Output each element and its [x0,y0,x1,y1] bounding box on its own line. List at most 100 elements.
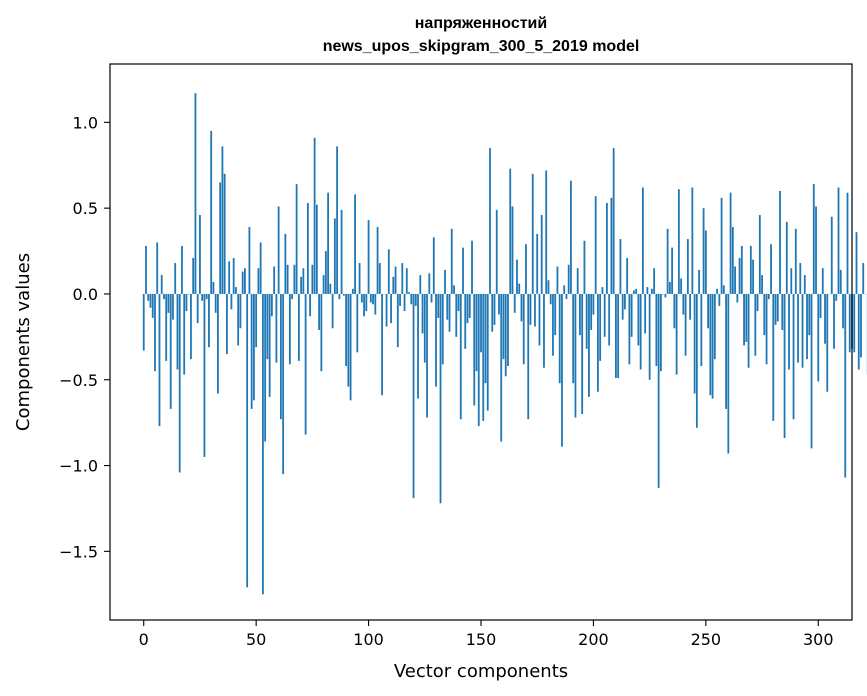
bar-75 [311,264,314,294]
bar-146 [471,240,473,294]
bar-82 [327,192,329,294]
bar-128 [430,293,433,303]
bar-244 [691,187,694,294]
bar-64 [286,264,289,294]
bar-60 [277,206,280,294]
bar-76 [313,137,316,294]
bar-5 [154,293,156,372]
bar-53 [262,293,264,595]
bar-215 [626,257,629,294]
bar-163 [509,168,512,294]
bar-263 [734,266,736,294]
bar-217 [630,293,633,337]
bar-3 [149,293,152,308]
bar-148 [475,293,478,372]
bar-17 [181,245,183,294]
bar-48 [250,293,253,409]
bar-235 [671,247,674,294]
bar-135 [446,293,449,320]
bar-179 [545,170,548,294]
bar-262 [731,227,734,294]
bar-139 [455,293,458,337]
bar-273 [756,293,759,312]
y-axis-label: Components values [13,253,34,431]
bar-89 [342,293,345,296]
bar-198 [588,293,590,397]
bar-59 [275,293,278,363]
bar-132 [439,293,442,504]
bar-246 [695,293,698,428]
bar-167 [518,283,521,294]
bar-1 [145,245,147,294]
bar-52 [259,242,262,294]
bar-16 [178,293,181,473]
bar-144 [466,293,469,324]
bar-78 [318,293,321,330]
bar-291 [797,293,799,363]
bar-109 [387,249,390,294]
y-tick-label-3: −0.5 [59,371,98,390]
bar-4 [151,293,154,318]
x-tick-label-0: 0 [139,630,149,649]
bar-277 [765,293,768,365]
bar-123 [419,275,422,294]
bar-214 [624,293,626,310]
bar-44 [241,271,244,294]
bar-158 [498,293,500,315]
y-tick-label-1: 0.5 [73,199,98,218]
bar-253 [711,293,714,399]
bar-73 [306,203,309,294]
bar-226 [650,288,653,294]
x-tick-label-1: 50 [246,630,266,649]
bar-55 [266,293,269,360]
bar-54 [264,293,267,442]
bar-245 [693,293,696,394]
bar-236 [673,293,676,329]
y-tick-label-5: −1.5 [59,542,98,561]
bar-141 [459,293,462,420]
bar-90 [345,293,347,367]
bar-96 [358,263,361,294]
bar-93 [351,288,354,294]
bar-271 [752,259,754,294]
bar-191 [572,293,575,384]
bar-190 [570,180,572,294]
bar-119 [410,293,413,305]
bar-56 [268,293,271,397]
bar-108 [385,293,388,327]
plot-frame [109,63,853,621]
bar-166 [516,259,518,294]
bar-79 [320,293,323,372]
bar-21 [190,293,192,360]
bar-45 [244,268,246,294]
bar-303 [824,293,826,344]
bar-172 [529,293,532,325]
bar-34 [219,182,222,294]
bar-150 [480,293,482,353]
bar-178 [543,293,545,368]
bar-175 [536,233,539,294]
bar-88 [340,209,343,294]
bar-318 [857,293,860,370]
bar-255 [716,288,718,294]
bar-200 [592,293,595,315]
bar-261 [729,192,732,294]
bar-308 [835,293,838,301]
bar-230 [659,293,662,372]
bar-22 [192,257,195,294]
bar-279 [770,244,772,294]
bars-group [142,93,867,595]
bar-260 [727,293,730,454]
bar-280 [772,293,775,421]
bar-23 [194,93,197,294]
bar-67 [293,264,296,294]
bar-242 [686,239,689,294]
bar-285 [783,293,786,439]
bar-319 [860,293,862,358]
bar-102 [372,293,374,305]
axes-group: 0 50 100 150 200 250 300 1.0 0.5 0.0 −0.5 −1.0 −1.5 [59,113,833,649]
bar-63 [284,233,287,294]
bar-272 [754,293,757,356]
